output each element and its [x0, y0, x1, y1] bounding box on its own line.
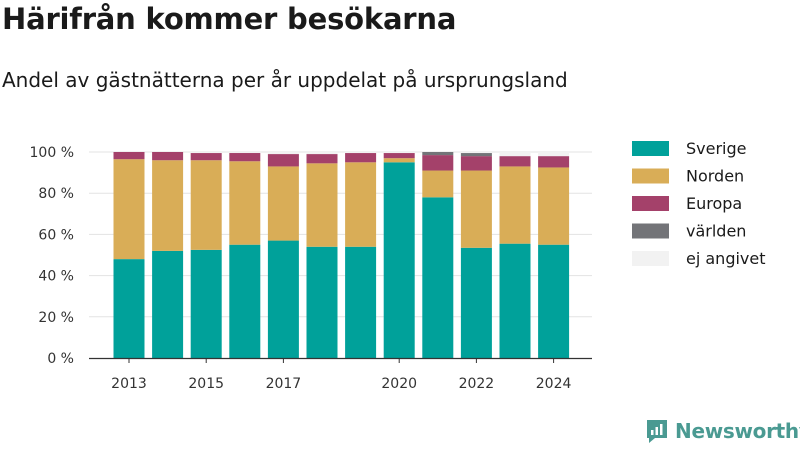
bar-segment-europa-2015	[190, 153, 222, 161]
y-tick-label: 60 %	[38, 227, 74, 243]
legend-label: världen	[686, 222, 746, 241]
bar-segment-europa-2023	[499, 156, 531, 167]
bar-segment-europa-2016	[229, 153, 261, 162]
bar-segment-ej-angivet-2019	[345, 152, 377, 154]
legend-label: Norden	[686, 167, 744, 186]
bar-segment-norden-2018	[306, 163, 338, 247]
legend-swatch	[632, 223, 669, 239]
bar-segment-sverige-2023	[499, 243, 531, 358]
bar-segment-sverige-2017	[267, 240, 299, 358]
legend-swatch	[632, 251, 669, 266]
y-tick-label: 40 %	[38, 269, 74, 285]
y-tick-label: 20 %	[38, 310, 74, 326]
bar-segment-sverige-2021	[422, 197, 454, 358]
bar-segment-sverige-2015	[190, 249, 222, 358]
legend-swatch	[632, 168, 669, 184]
y-tick-label: 80 %	[38, 186, 74, 202]
brand-logo: Newsworthy	[645, 418, 800, 444]
bar-segment-norden-2017	[267, 166, 299, 241]
y-tick-label: 0 %	[47, 351, 74, 367]
bar-segment-sverige-2024	[538, 244, 570, 358]
bar-segment-europa-2017	[267, 154, 299, 167]
bar-segment-europa-2022	[460, 156, 492, 171]
x-tick-label: 2024	[536, 376, 572, 392]
legend-label: ej angivet	[686, 249, 766, 268]
bar-segment-norden-2020	[383, 158, 415, 163]
bar-segment-ej-angivet-2015	[190, 152, 222, 154]
legend-swatch	[632, 196, 669, 211]
bar-segment-europa-2019	[345, 153, 377, 163]
bar-segment-norden-2021	[422, 170, 454, 198]
bar-segment-sverige-2014	[152, 250, 184, 358]
bar-segment-världen-2021	[422, 152, 454, 156]
bar-segment-sverige-2019	[345, 246, 377, 358]
x-tick-label: 2017	[266, 376, 302, 392]
bar-segment-europa-2020	[383, 153, 415, 159]
bar-segment-ej-angivet-2023	[499, 152, 531, 157]
bar-segment-ej-angivet-2020	[383, 152, 415, 154]
bar-segment-norden-2013	[113, 159, 145, 260]
legend-label: Sverige	[686, 139, 747, 158]
bar-segment-norden-2019	[345, 162, 377, 247]
x-tick-label: 2013	[111, 376, 147, 392]
y-tick-label: 100 %	[30, 145, 74, 161]
bar-segment-norden-2022	[460, 170, 492, 248]
x-tick-label: 2015	[188, 376, 224, 392]
bar-segment-norden-2023	[499, 166, 531, 244]
brand-name: Newsworthy	[675, 419, 800, 443]
legend-swatch	[632, 141, 669, 156]
bar-segment-ej-angivet-2017	[267, 152, 299, 155]
bar-segment-norden-2014	[152, 160, 184, 251]
x-tick-label: 2022	[459, 376, 495, 392]
bar-segment-europa-2014	[152, 152, 184, 161]
bar-segment-sverige-2016	[229, 244, 261, 358]
bar-segment-ej-angivet-2018	[306, 152, 338, 155]
bar-segment-europa-2018	[306, 154, 338, 164]
bar-segment-sverige-2013	[113, 259, 145, 358]
bar-segment-europa-2024	[538, 156, 570, 168]
bar-segment-ej-angivet-2024	[538, 152, 570, 157]
bar-segment-europa-2021	[422, 155, 454, 171]
legend-label: Europa	[686, 194, 742, 213]
bar-segment-världen-2022	[460, 153, 492, 157]
bar-segment-ej-angivet-2022	[460, 152, 492, 154]
stacked-bar-chart: 0 % 20 % 40 % 60 % 80 % 100 % 2013 2015 2017 2020…	[30, 139, 766, 392]
chart-title: Härifrån kommer besökarna	[2, 2, 457, 36]
bar-segment-norden-2015	[190, 160, 222, 250]
bar-segment-sverige-2020	[383, 162, 415, 358]
x-tick-label: 2020	[381, 376, 417, 392]
bar-segment-europa-2013	[113, 152, 145, 160]
bar-segment-norden-2024	[538, 167, 570, 245]
bar-segment-norden-2016	[229, 161, 261, 245]
bar-segment-sverige-2022	[460, 247, 492, 358]
bar-chart-logo-icon	[647, 420, 667, 443]
bar-segment-sverige-2018	[306, 246, 338, 358]
chart-subtitle: Andel av gästnätterna per år uppdelat på…	[2, 68, 568, 92]
